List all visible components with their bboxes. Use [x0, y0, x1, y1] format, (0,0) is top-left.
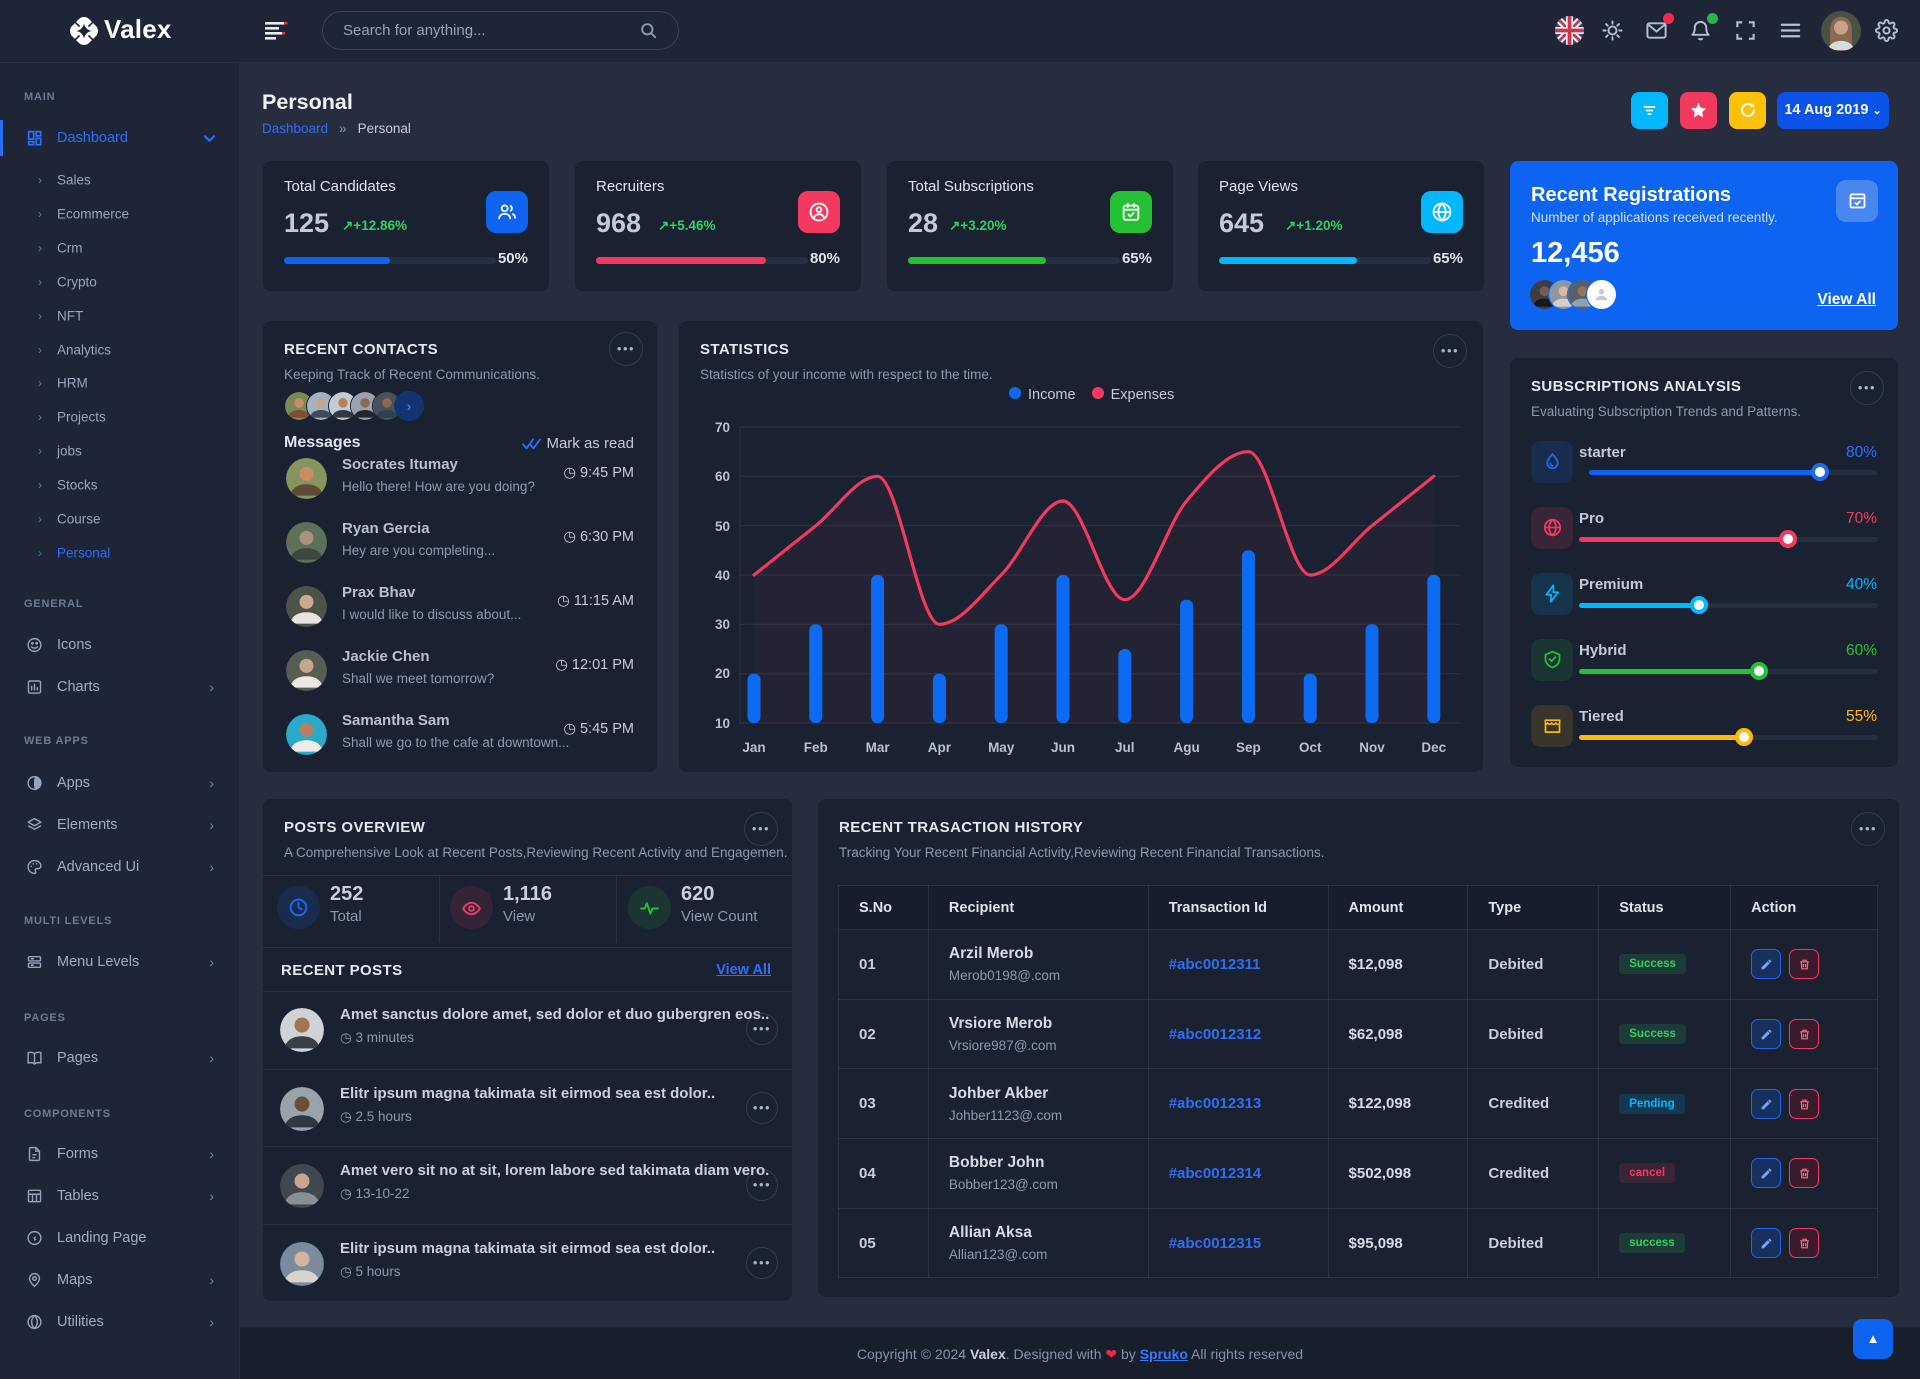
svg-text:Dec: Dec — [1421, 740, 1446, 755]
svg-text:Nov: Nov — [1359, 740, 1385, 755]
svg-text:60: 60 — [715, 469, 730, 484]
svg-text:50: 50 — [715, 519, 730, 534]
svg-text:Jun: Jun — [1051, 740, 1075, 755]
svg-text:Jul: Jul — [1115, 740, 1135, 755]
svg-text:40: 40 — [715, 568, 730, 583]
svg-text:Sep: Sep — [1236, 740, 1261, 755]
svg-text:Apr: Apr — [928, 740, 952, 755]
svg-text:Mar: Mar — [866, 740, 891, 755]
svg-text:May: May — [988, 740, 1015, 755]
svg-text:20: 20 — [715, 666, 730, 681]
svg-text:Feb: Feb — [804, 740, 828, 755]
svg-text:Jan: Jan — [742, 740, 765, 755]
svg-text:Oct: Oct — [1299, 740, 1322, 755]
svg-text:30: 30 — [715, 617, 730, 632]
svg-text:70: 70 — [715, 420, 730, 435]
svg-text:Agu: Agu — [1173, 740, 1199, 755]
svg-text:10: 10 — [715, 716, 730, 731]
